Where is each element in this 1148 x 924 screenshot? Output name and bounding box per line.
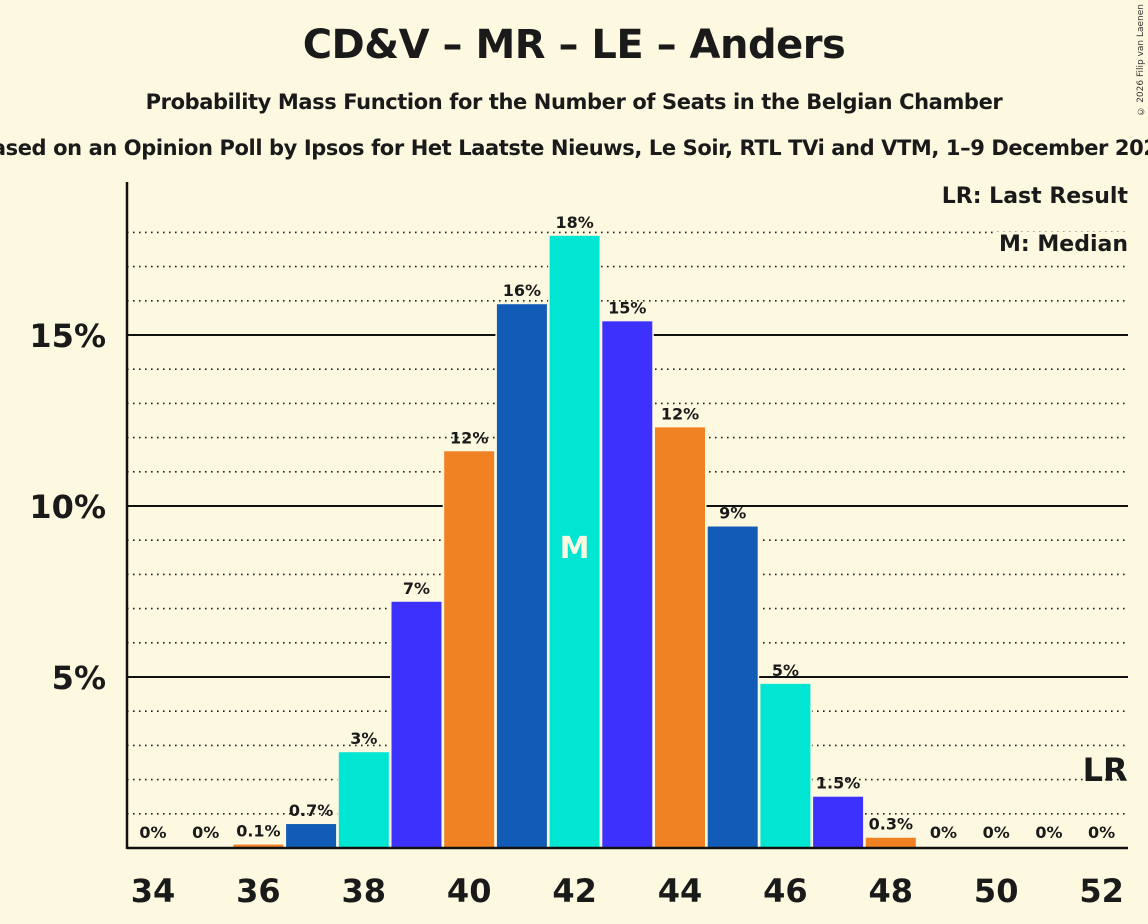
bar-value-label: 1.5% [816,774,860,793]
bar-value-label: 0% [192,823,219,842]
x-tick-label: 42 [552,872,597,910]
bar-value-labels: 0% 0% 0.1% 0.7% 3% 7% 12% 16% 18% M 15% 12% 9% 5% 1.5%… [139,213,1127,842]
bar-seat-45 [707,526,758,848]
bar-value-label: 5% [772,661,799,680]
y-tick-label: 10% [29,488,106,526]
x-tick-label: 48 [869,872,914,910]
bar-seat-48 [865,837,916,848]
x-tick-label: 38 [342,872,387,910]
bar-value-label: 7% [403,579,430,598]
bar-value-label: 0% [930,823,957,842]
bar-seat-41 [496,304,547,849]
bar-seat-39 [391,601,442,848]
bar-value-label: 16% [503,281,541,300]
bar-seat-42 [549,235,600,848]
bar-value-label: 0% [1035,823,1062,842]
axes: 5% 10% 15% 34 36 38 40 42 44 46 48 50 52 [29,182,1128,910]
bar-value-label: 12% [450,428,488,447]
bar-value-label: 0.7% [289,801,333,820]
chart-title: CD&V – MR – LE – Anders [302,22,846,68]
x-tick-label: 44 [658,872,703,910]
y-tick-label: 15% [29,317,106,355]
gridlines [127,231,1128,815]
bar-value-label: 12% [661,404,699,423]
bar-value-label: 18% [555,213,593,232]
legend-median: M: Median [995,232,1128,257]
bar-seat-47 [813,796,864,848]
bar-value-label: 3% [350,729,377,748]
bar-seat-43 [602,321,653,848]
bar-value-label: 0% [1088,823,1115,842]
bars [231,234,918,849]
chart-subtitle: Probability Mass Function for the Number… [145,90,1003,114]
bar-value-label: 0.3% [869,815,913,834]
last-result-marker: LR [1083,751,1128,789]
legend-last-result: LR: Last Result [937,184,1128,209]
bar-seat-37 [286,824,337,848]
bar-seat-44 [655,427,705,848]
median-marker: M [560,531,590,566]
y-tick-label: 5% [52,659,106,697]
bar-value-label: 0% [139,823,166,842]
bar-seat-36 [233,844,284,848]
bar-value-label: 0.1% [236,822,280,841]
x-tick-label: 46 [763,872,808,910]
bar-value-label: 0% [983,823,1010,842]
x-tick-label: 34 [131,872,176,910]
bar-value-label: 15% [608,298,646,317]
bar-seat-40 [444,451,495,848]
bar-value-label: 9% [719,504,746,523]
x-tick-label: 40 [447,872,492,910]
x-tick-label: 36 [236,872,281,910]
x-tick-label: 50 [974,872,1019,910]
x-tick-label: 52 [1079,872,1124,910]
bar-seat-38 [338,752,389,848]
bar-seat-46 [760,683,811,848]
chart-source: Based on an Opinion Poll by Ipsos for He… [0,136,1148,160]
